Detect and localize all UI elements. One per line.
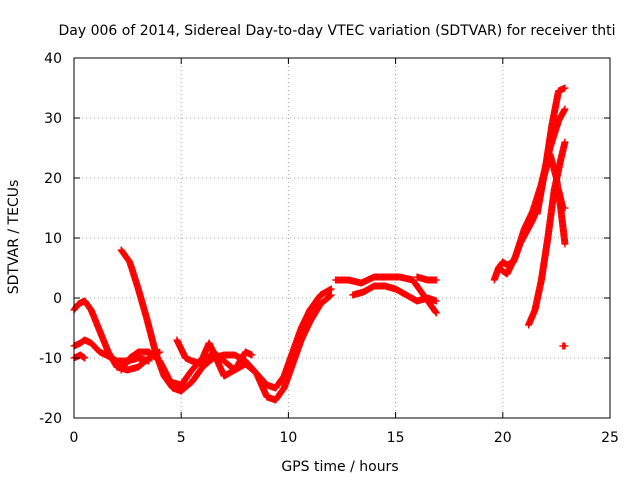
x-tick-label: 10 xyxy=(279,430,297,446)
y-axis-label: SDTVAR / TECUs xyxy=(6,180,22,295)
data-point xyxy=(561,342,569,350)
data-point xyxy=(561,204,569,212)
series-arc-8 xyxy=(349,282,440,305)
y-tick-label: -20 xyxy=(39,411,62,427)
data-point xyxy=(145,357,153,365)
chart-title: Day 006 of 2014, Sidereal Day-to-day VTE… xyxy=(59,23,616,39)
data-point xyxy=(81,354,89,362)
data-point xyxy=(248,351,256,359)
series-arc-6 xyxy=(173,336,256,374)
data-point xyxy=(326,292,334,300)
data-point xyxy=(327,285,335,293)
data-point xyxy=(432,309,440,317)
series-arc-7 xyxy=(332,273,440,317)
data-point xyxy=(561,105,569,113)
data-point xyxy=(561,138,569,146)
x-tick-label: 15 xyxy=(387,430,405,446)
grid xyxy=(74,58,610,418)
data-point xyxy=(561,240,569,248)
x-axis-label: GPS time / hours xyxy=(281,459,398,475)
y-tick-label: 20 xyxy=(44,171,62,187)
axes: 0 5 10 15 20 25 -20 -10 0 10 20 30 40 xyxy=(39,51,619,446)
x-tick-label: 0 xyxy=(70,430,79,446)
y-tick-label: 0 xyxy=(53,291,62,307)
x-tick-label: 20 xyxy=(494,430,512,446)
x-tick-label: 5 xyxy=(177,430,186,446)
y-tick-label: 10 xyxy=(44,231,62,247)
data-series xyxy=(70,84,569,404)
series-arc-9 xyxy=(413,273,440,284)
y-tick-label: 30 xyxy=(44,111,62,127)
series-arc-5 xyxy=(117,291,335,404)
series-arc-14 xyxy=(555,186,569,212)
series-arc-15 xyxy=(559,342,569,350)
data-point xyxy=(327,291,335,299)
x-tick-label: 25 xyxy=(601,430,619,446)
y-tick-label: 40 xyxy=(44,51,62,67)
data-point xyxy=(432,297,440,305)
series-arc-3 xyxy=(70,351,89,362)
data-point xyxy=(432,276,440,284)
y-tick-label: -10 xyxy=(39,351,62,367)
data-point xyxy=(561,84,569,92)
